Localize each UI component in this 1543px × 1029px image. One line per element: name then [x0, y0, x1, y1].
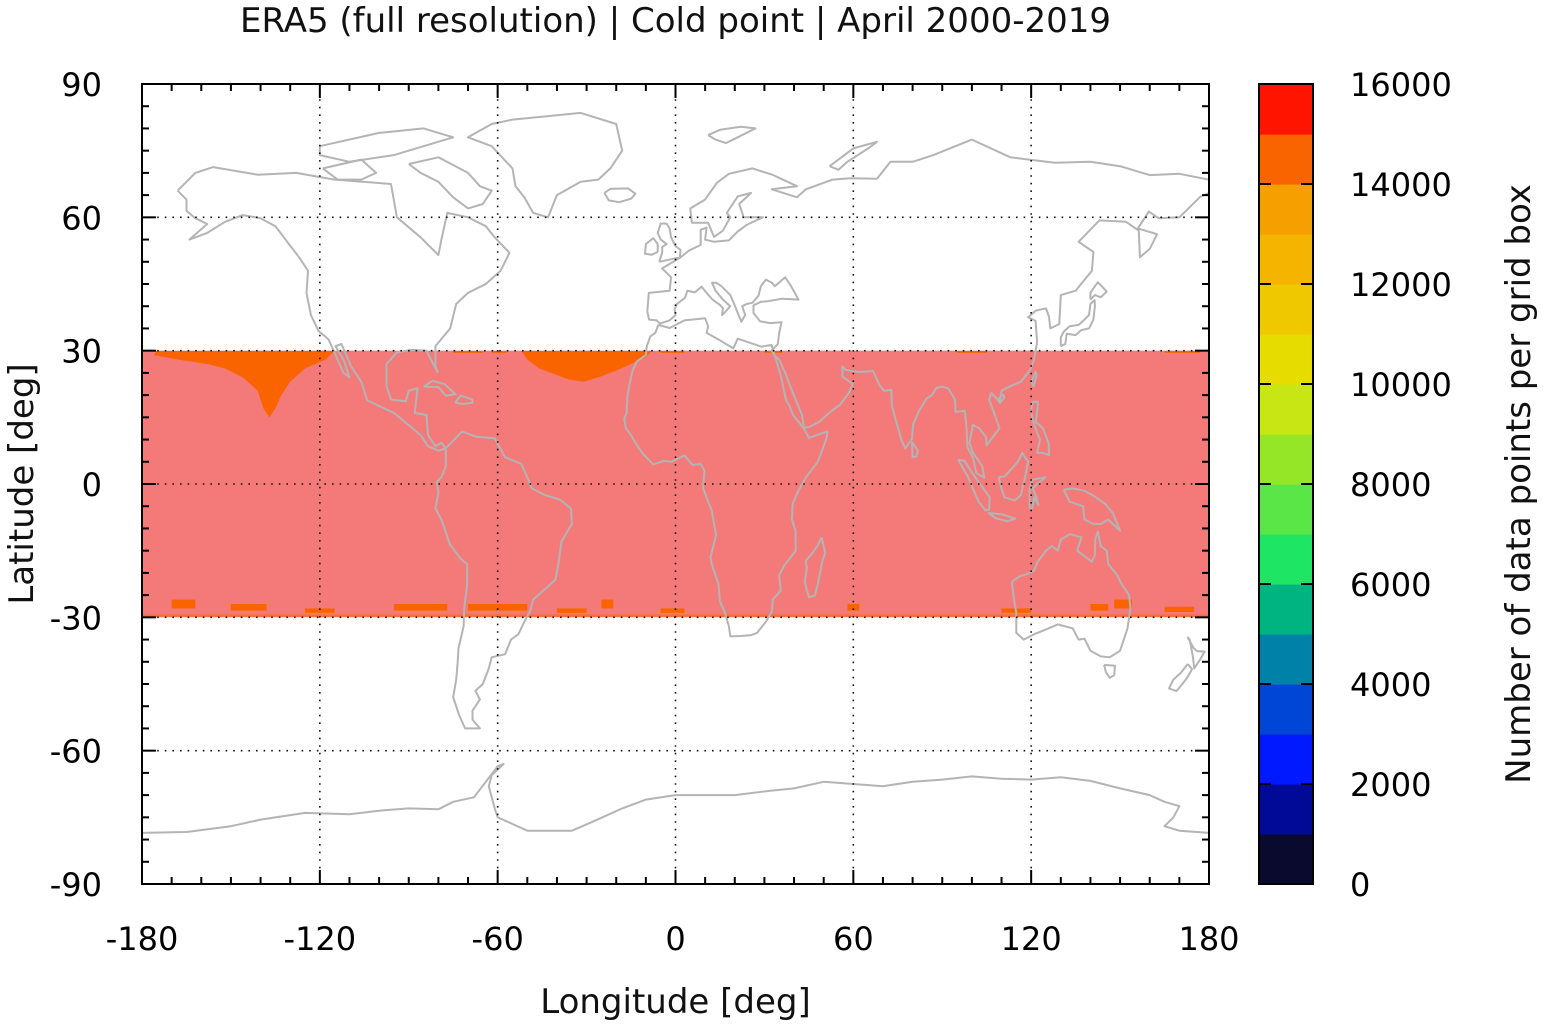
patch-south-edge — [393, 604, 448, 611]
colorbar-segment — [1259, 684, 1313, 735]
coast-south-america — [434, 430, 573, 730]
colorbar-segment — [1259, 584, 1313, 635]
coast-iceland — [603, 187, 637, 204]
colorbar-tick-label: 6000 — [1350, 566, 1431, 604]
x-tick-label: 60 — [833, 920, 874, 958]
colorbar-segment — [1259, 384, 1313, 435]
patch-south-edge — [847, 604, 860, 611]
patch-north-edge — [660, 351, 685, 353]
patch-north-pacific — [153, 351, 335, 418]
colorbar-segment — [1259, 434, 1313, 485]
x-tick-label: 120 — [1001, 920, 1062, 958]
y-tick-label: -30 — [50, 599, 102, 637]
coast-madagascar — [803, 536, 827, 599]
y-tick-label: 0 — [82, 466, 102, 504]
colorbar-tick-label: 8000 — [1350, 466, 1431, 504]
patch-south-edge — [1090, 604, 1109, 611]
patch-north-edge — [1164, 351, 1201, 353]
colorbar-tick-label: 16000 — [1350, 66, 1452, 104]
patch-south-edge — [1114, 599, 1132, 609]
coast-japan — [1059, 299, 1096, 348]
colorbar-segment — [1259, 734, 1313, 785]
colorbar-segment — [1259, 134, 1313, 185]
colorbar-segment — [1259, 184, 1313, 235]
coast-taiwan — [1030, 371, 1038, 388]
patch-north-edge — [957, 351, 987, 353]
coast-java — [987, 511, 1017, 523]
coast-victoria-island — [322, 158, 378, 181]
coast-tasmania — [1103, 663, 1116, 679]
x-tick-label: -120 — [284, 920, 357, 958]
coast-north-america — [176, 166, 511, 452]
coast-australia — [1010, 530, 1132, 659]
patch-south-edge — [305, 608, 335, 613]
coast-hainan — [996, 393, 1006, 405]
coast-cuba — [423, 379, 457, 397]
colorbar-tick-label: 4000 — [1350, 666, 1431, 704]
coast-sulawesi — [1028, 476, 1047, 510]
coast-new-zealand-north — [1186, 636, 1206, 670]
colorbar-segment — [1259, 784, 1313, 835]
x-axis-ticks: -180 -120 -60 0 60 120 180 — [106, 84, 1240, 958]
patch-south-edge — [171, 599, 196, 609]
coast-ireland — [644, 237, 659, 256]
patch-north-edge — [453, 351, 483, 353]
coast-borneo — [997, 451, 1030, 502]
coast-arctic-islands — [318, 127, 455, 163]
patch-south-edge — [468, 604, 528, 611]
x-tick-label: 180 — [1178, 920, 1239, 958]
patch-south-edge — [142, 614, 1209, 617]
colorbar-segment — [1259, 834, 1313, 885]
coast-sri-lanka — [911, 441, 919, 459]
y-tick-label: 60 — [61, 199, 102, 237]
y-tick-label: -90 — [50, 866, 102, 904]
colorbar-segment — [1259, 234, 1313, 285]
y-tick-label: 30 — [61, 333, 102, 371]
coast-greenland — [467, 111, 624, 219]
colorbar-segment — [1259, 334, 1313, 385]
x-axis-label: Longitude [deg] — [540, 982, 811, 1022]
colorbar-label: Number of data points per grid box — [1499, 184, 1539, 784]
patch-south-edge — [601, 599, 614, 609]
colorbar-tick-label: 12000 — [1350, 266, 1452, 304]
patch-north-edge — [491, 351, 507, 353]
colorbar: 0 2000 4000 6000 8000 10000 12000 14000 16000 — [1258, 66, 1452, 904]
colorbar-segment — [1259, 634, 1313, 685]
coast-hispaniola — [454, 394, 474, 405]
x-tick-label: 0 — [665, 920, 685, 958]
coast-antarctica — [142, 763, 1209, 834]
y-tick-label: -60 — [50, 733, 102, 771]
coast-great-britain — [656, 222, 682, 263]
grid-lines — [142, 84, 1209, 884]
coast-novaya-zemlya — [829, 140, 878, 171]
coast-new-guinea — [1062, 487, 1122, 532]
x-tick-label: -180 — [106, 920, 179, 958]
y-axis-ticks: 90 60 30 0 -30 -60 -90 — [50, 66, 1209, 904]
chart-title: ERA5 (full resolution) | Cold point | Ap… — [239, 1, 1112, 41]
patch-south-edge — [556, 608, 587, 613]
coast-svalbard — [707, 125, 757, 145]
coast-baffin — [408, 156, 493, 210]
y-axis-label: Latitude [deg] — [2, 363, 42, 605]
patch-south-edge — [230, 604, 267, 611]
colorbar-segment — [1259, 534, 1313, 585]
patch-south-edge — [1164, 606, 1195, 612]
colorbar-segment — [1259, 484, 1313, 535]
colorbar-tick-label: 0 — [1350, 866, 1370, 904]
coast-new-zealand-south — [1168, 663, 1194, 693]
colorbar-segment — [1259, 284, 1313, 335]
colorbar-tick-label: 14000 — [1350, 166, 1452, 204]
colorbar-tick-label: 2000 — [1350, 766, 1431, 804]
patch-south-edge — [660, 608, 685, 613]
patch-north-atlantic — [521, 351, 652, 382]
y-tick-label: 90 — [61, 66, 102, 104]
colorbar-segment — [1259, 84, 1313, 135]
coast-philippines — [1030, 400, 1050, 457]
x-tick-label: -60 — [472, 920, 524, 958]
coast-eurasia — [646, 138, 1209, 479]
colorbar-tick-label: 10000 — [1350, 366, 1452, 404]
coast-hokkaido — [1089, 281, 1108, 301]
